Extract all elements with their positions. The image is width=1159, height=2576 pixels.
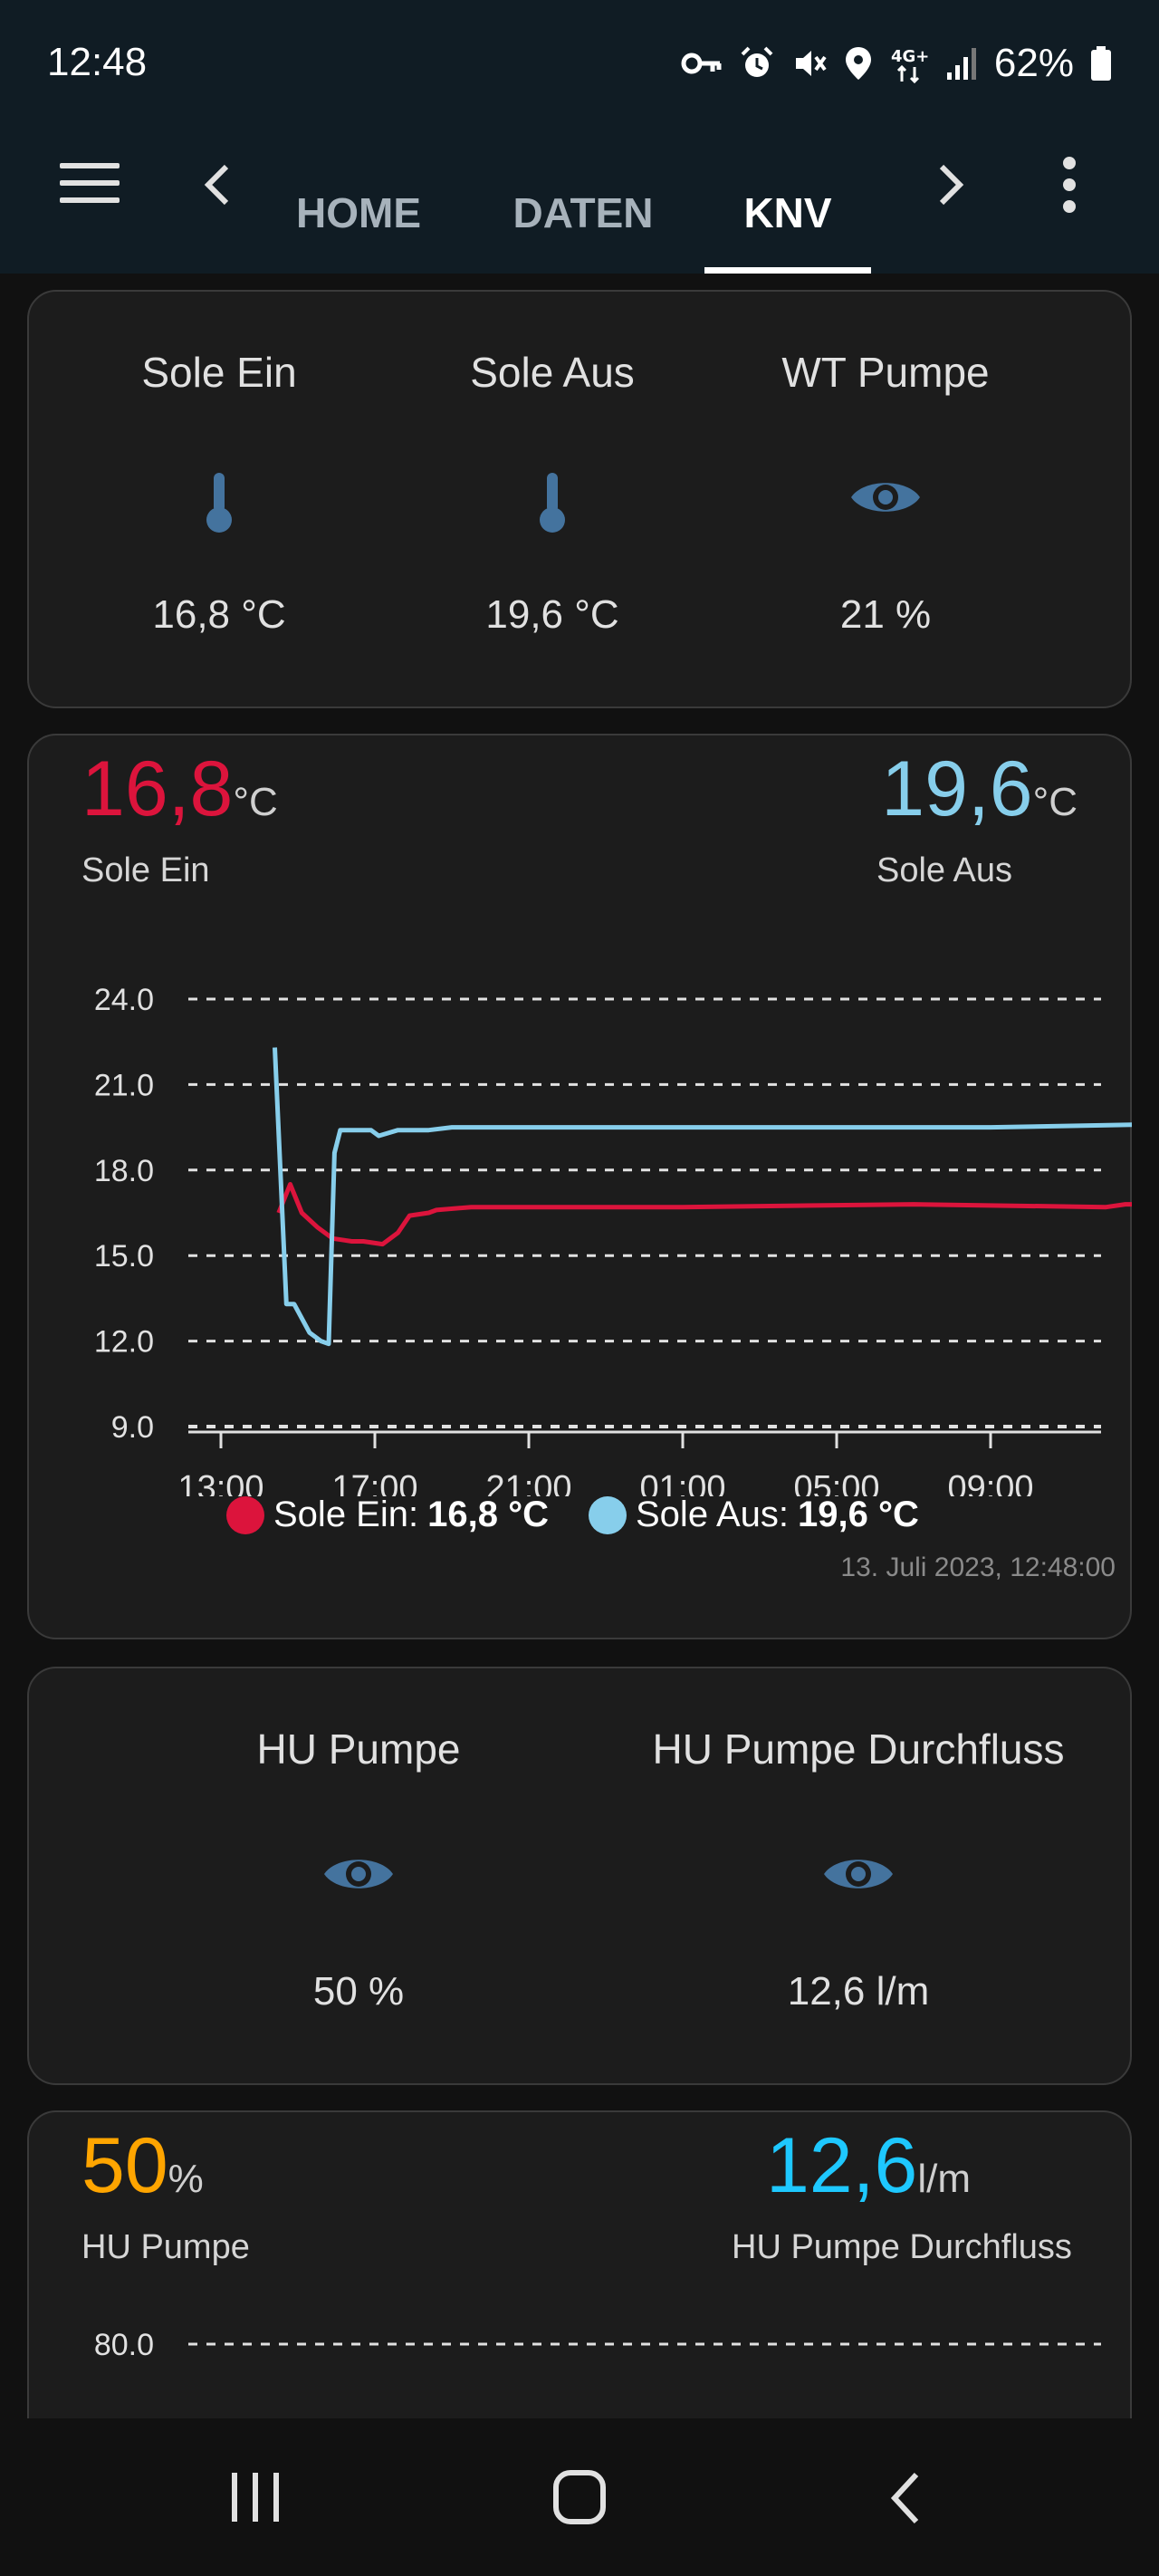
entity-value: 16,8 °C [152, 592, 286, 637]
location-icon [845, 47, 871, 80]
alarm-icon [741, 46, 773, 77]
active-tab-indicator [704, 267, 871, 274]
chart-xtick-label: 05:00 [793, 1469, 879, 1496]
series-line-sole-aus [273, 1047, 1132, 1347]
chart-xtick-label: 13:00 [177, 1469, 263, 1496]
entity-wt-pumpe[interactable]: WT Pumpe 21 % [750, 292, 1021, 708]
entity-name: Sole Ein [141, 349, 297, 396]
signal-icon [946, 48, 976, 80]
battery-icon [1091, 46, 1111, 81]
home-icon[interactable] [552, 2469, 607, 2525]
dashboard-content[interactable]: Sole Ein 16,8 °C Sole Aus 19,6 °C WT Pum… [0, 274, 1159, 2418]
graph-card-sole: 16,8°C Sole Ein 19,6°C Sole Aus 24.0 21.0… [27, 734, 1132, 1639]
chart-xtick-label: 01:00 [639, 1469, 725, 1496]
current-hu-pumpe[interactable]: 50% [81, 2121, 204, 2211]
legend-sole-aus-label: Sole Aus: [636, 1495, 790, 1534]
recents-icon[interactable] [228, 2471, 283, 2523]
entity-name: HU Pumpe [256, 1725, 461, 1773]
tab-knv-label: KNV [743, 189, 832, 236]
hu-durchfluss-unit: l/m [917, 2157, 971, 2201]
hu-durchfluss-name: HU Pumpe Durchfluss [732, 2228, 1072, 2266]
sole-chart[interactable]: 24.0 21.0 18.0 15.0 12.0 9.0 13:00 17:00 21:00 01… [29, 735, 1132, 1496]
battery-percent: 62% [993, 41, 1074, 85]
sole-ein-name: Sole Ein [81, 851, 210, 889]
hu-pumpe-name: HU Pumpe [81, 2228, 250, 2266]
tab-home[interactable]: HOME [286, 159, 431, 274]
current-hu-durchfluss[interactable]: 12,6l/m [766, 2121, 971, 2211]
chart-ytick-label: 18.0 [94, 1154, 154, 1188]
entities-card-sole: Sole Ein 16,8 °C Sole Aus 19,6 °C WT Pum… [27, 290, 1132, 708]
key-icon [681, 53, 722, 74]
entity-value: 50 % [312, 1969, 405, 2014]
system-nav-bar [0, 2418, 1159, 2576]
entities-card-hu: HU Pumpe 50 % HU Pumpe Durchfluss 12,6 l… [27, 1667, 1132, 2085]
entity-sole-ein[interactable]: Sole Ein 16,8 °C [83, 292, 355, 708]
tab-daten-label: DATEN [512, 189, 654, 236]
hu-pumpe-unit: % [168, 2157, 204, 2201]
eye-icon [851, 483, 920, 512]
tab-daten[interactable]: DATEN [503, 159, 663, 274]
legend-sole-ein[interactable]: Sole Ein: 16,8 °C [226, 1495, 549, 1535]
legend-dot-sole-aus [589, 1495, 627, 1534]
chart-xtick-label: 17:00 [331, 1469, 417, 1496]
series-line-sole-ein [276, 1182, 1132, 1247]
chart-ytick-label: 21.0 [94, 1068, 154, 1102]
entity-name: Sole Aus [470, 349, 635, 396]
legend-sole-aus[interactable]: Sole Aus: 19,6 °C [589, 1495, 919, 1535]
sole-ein-value: 16,8 [81, 745, 234, 832]
status-time: 12:48 [47, 40, 148, 84]
sole-aus-name: Sole Aus [876, 851, 1012, 889]
chevron-right-icon[interactable] [934, 163, 967, 207]
tab-home-label: HOME [296, 189, 421, 236]
menu-icon[interactable] [60, 159, 121, 207]
entity-name: HU Pumpe Durchfluss [652, 1725, 1065, 1773]
entity-value: 12,6 l/m [787, 1969, 930, 2014]
eye-icon [824, 1860, 893, 1889]
current-sole-aus[interactable]: 19,6°C [881, 745, 1078, 834]
more-vert-icon[interactable] [1056, 156, 1083, 214]
legend-sole-ein-label: Sole Ein: [273, 1495, 419, 1534]
chart-xtick-label: 21:00 [485, 1469, 571, 1496]
status-bar: 12:48 4G+ 62% [0, 0, 1159, 127]
entity-name: WT Pumpe [781, 349, 990, 396]
sole-aus-unit: °C [1032, 780, 1078, 824]
mute-icon [795, 51, 827, 76]
hu-chart-ytick: 80.0 [94, 2328, 154, 2362]
status-icons: 4G+ 62% [681, 36, 1112, 91]
eye-icon [324, 1860, 393, 1889]
chart-ytick-label: 12.0 [94, 1325, 154, 1360]
legend-dot-sole-ein [226, 1495, 264, 1534]
sole-ein-unit: °C [233, 780, 278, 824]
entity-hu-pumpe[interactable]: HU Pumpe 50 % [177, 1668, 540, 2085]
hu-durchfluss-value: 12,6 [765, 2122, 918, 2209]
4g-label: 4G+ [891, 47, 929, 66]
thermometer-icon [540, 473, 565, 533]
graph-timestamp: 13. Juli 2023, 12:48:00 [840, 1552, 1116, 1582]
app-bar: HOME DATEN KNV [0, 127, 1159, 274]
entity-hu-durchfluss[interactable]: HU Pumpe Durchfluss 12,6 l/m [596, 1668, 1121, 2085]
hu-pumpe-value: 50 [81, 2122, 168, 2209]
back-icon[interactable] [887, 2471, 924, 2525]
chart-ytick-label: 9.0 [111, 1410, 154, 1445]
thermometer-icon [206, 473, 232, 533]
entity-sole-aus[interactable]: Sole Aus 19,6 °C [417, 292, 688, 708]
chevron-left-icon[interactable] [201, 163, 234, 207]
graph-card-hu: 50% HU Pumpe 12,6l/m HU Pumpe Durchfluss… [27, 2110, 1132, 2418]
current-sole-ein[interactable]: 16,8°C [81, 745, 278, 834]
tab-knv[interactable]: KNV [704, 159, 871, 274]
chart-ytick-label: 24.0 [94, 983, 154, 1017]
hu-chart[interactable]: 80.0 [29, 2312, 1132, 2384]
chart-xtick-label: 09:00 [947, 1469, 1033, 1496]
entity-value: 19,6 °C [485, 592, 619, 637]
entity-value: 21 % [839, 592, 932, 637]
4g-icon: 4G+ [891, 47, 929, 83]
legend-sole-aus-value: 19,6 °C [798, 1495, 919, 1534]
chart-ytick-label: 15.0 [94, 1239, 154, 1274]
legend-sole-ein-value: 16,8 °C [427, 1495, 549, 1534]
sole-aus-value: 19,6 [881, 745, 1033, 832]
